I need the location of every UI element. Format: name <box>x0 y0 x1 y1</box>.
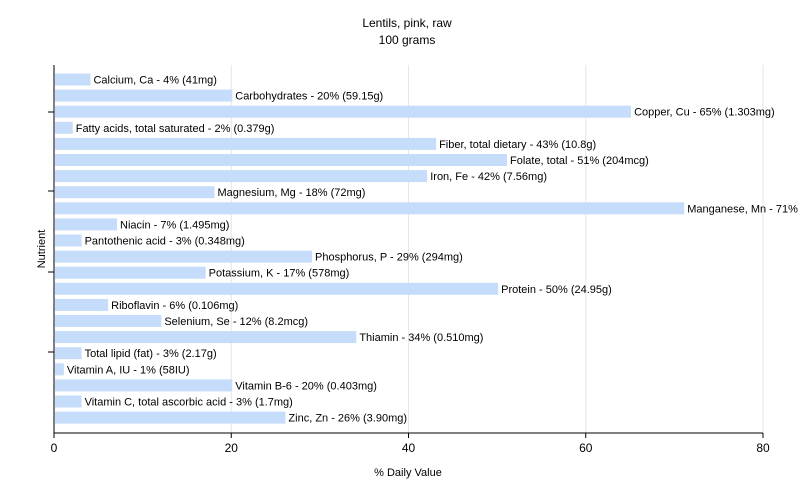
bar-label: Vitamin B-6 - 20% (0.403mg) <box>235 380 377 392</box>
bar <box>55 73 91 86</box>
bar <box>55 121 73 134</box>
bar-label: Protein - 50% (24.95g) <box>501 284 612 296</box>
y-axis-label: Nutrient <box>36 230 48 269</box>
bar <box>55 170 428 183</box>
bar-label: Calcium, Ca - 4% (41mg) <box>93 75 216 87</box>
axes <box>48 65 763 434</box>
bar-label: Total lipid (fat) - 3% (2.17g) <box>85 348 217 360</box>
bar <box>55 89 233 102</box>
bar <box>55 218 118 231</box>
bar <box>55 137 437 150</box>
bar <box>55 411 286 424</box>
bar-label: Iron, Fe - 42% (7.56mg) <box>430 171 547 183</box>
bar-label: Copper, Cu - 65% (1.303mg) <box>634 107 775 119</box>
bar <box>55 395 82 408</box>
bar-label: Fiber, total dietary - 43% (10.8g) <box>439 139 596 151</box>
bar <box>55 298 109 311</box>
chart-subtitle: 100 grams <box>379 33 436 47</box>
x-axis-label: % Daily Value <box>374 467 442 479</box>
bar-label: Thiamin - 34% (0.510mg) <box>359 332 483 344</box>
bars-group: Calcium, Ca - 4% (41mg) Carbohydrates - 2… <box>55 73 800 425</box>
x-tick-label: 20 <box>225 441 239 455</box>
bar-label: Vitamin A, IU - 1% (58IU) <box>67 364 190 376</box>
bar-label: Niacin - 7% (1.495mg) <box>120 219 229 231</box>
bar-label: Pantothenic acid - 3% (0.348mg) <box>85 236 245 248</box>
x-tick-label: 0 <box>51 441 58 455</box>
bar-label: Zinc, Zn - 26% (3.90mg) <box>288 413 407 425</box>
bar <box>55 347 82 360</box>
bar-label: Carbohydrates - 20% (59.15g) <box>235 91 383 103</box>
bar <box>55 363 64 376</box>
gridlines <box>230 65 764 433</box>
bar-label: Folate, total - 51% (204mcg) <box>510 155 649 167</box>
bar <box>55 250 313 263</box>
bar <box>55 154 507 166</box>
bar-label: Riboflavin - 6% (0.106mg) <box>111 300 238 312</box>
bar <box>55 379 233 392</box>
bar-label: Phosphorus, P - 29% (294mg) <box>315 252 463 264</box>
bar-label: Manganese, Mn - 71% (1.417mg) <box>687 203 800 215</box>
bar-label: Vitamin C, total ascorbic acid - 3% (1.7… <box>85 397 293 409</box>
chart-title: Lentils, pink, raw <box>362 16 452 30</box>
x-tick-label: 40 <box>402 441 416 455</box>
bar <box>55 315 162 327</box>
bar <box>55 202 685 215</box>
bar <box>55 234 82 247</box>
bar <box>55 105 632 118</box>
bar-label: Potassium, K - 17% (578mg) <box>209 268 350 280</box>
x-ticks: 0 20 40 60 80 <box>51 433 770 455</box>
x-tick-label: 80 <box>756 441 770 455</box>
bar-label: Fatty acids, total saturated - 2% (0.379… <box>76 123 275 135</box>
x-tick-label: 60 <box>579 441 593 455</box>
bar <box>55 331 357 344</box>
bar <box>55 282 499 295</box>
bar-label: Selenium, Se - 12% (8.2mcg) <box>164 316 308 328</box>
bar-label: Magnesium, Mg - 18% (72mg) <box>218 187 366 199</box>
bar <box>55 266 206 279</box>
bar <box>55 186 215 199</box>
